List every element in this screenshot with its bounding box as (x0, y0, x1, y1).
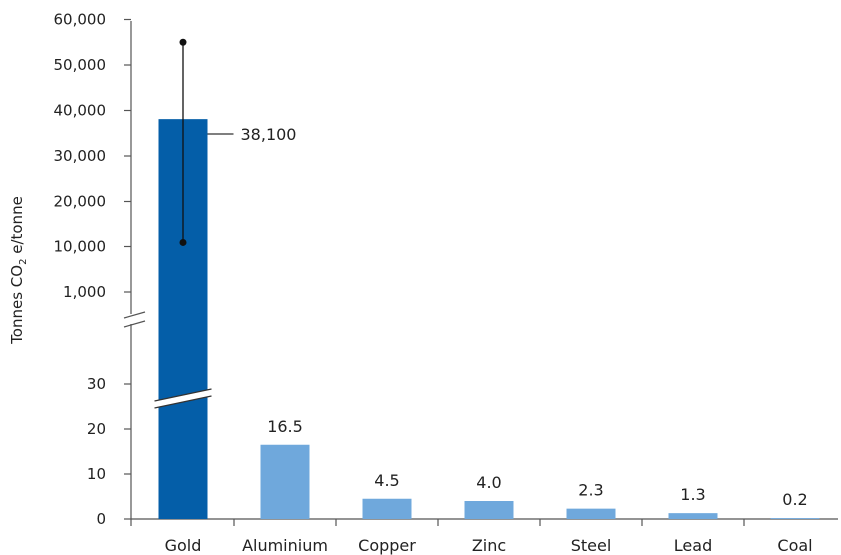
y-tick-label: 10 (87, 465, 106, 483)
value-label: 38,100 (241, 125, 297, 144)
x-tick-label: Zinc (472, 536, 506, 555)
y-tick-label: 60,000 (54, 11, 107, 29)
bar-break-line (154, 388, 212, 402)
x-tick-label: Copper (358, 536, 416, 555)
y-tick-label: 50,000 (54, 56, 107, 74)
x-tick-label: Gold (165, 536, 202, 555)
y-axis-label-suffix: e/tonne (8, 196, 26, 258)
y-tick-label: 30,000 (54, 147, 107, 165)
y-tick-label: 40,000 (54, 102, 107, 120)
value-label: 4.5 (374, 471, 399, 490)
y-tick-label: 20,000 (54, 193, 107, 211)
plot-area: 0 10 20 30 1,000 10,000 20,000 30,000 40,000 50,0… (54, 11, 838, 555)
x-tick-label: Lead (674, 536, 712, 555)
y-axis-label-subscript: 2 (18, 259, 29, 265)
bar-lead (668, 513, 718, 519)
x-tick-label: Coal (777, 536, 812, 555)
axis-break-mark-lower (123, 320, 146, 328)
bar-aluminium (260, 444, 310, 519)
x-tick-label: Steel (571, 536, 612, 555)
value-label: 4.0 (476, 473, 501, 492)
y-tick-label: 30 (87, 375, 106, 393)
bar-coal (770, 518, 820, 519)
y-tick-label: 20 (87, 420, 106, 438)
axis-break-mark-upper (123, 311, 146, 319)
bar-copper (362, 498, 412, 519)
bar-break-gap (154, 389, 212, 408)
error-bar-cap-high (179, 38, 187, 46)
value-label: 1.3 (680, 485, 705, 504)
x-tick-label: Aluminium (242, 536, 328, 555)
y-tick-label: 0 (96, 510, 106, 528)
y-axis-label: Tonnes CO2 e/tonne (8, 196, 29, 345)
y-tick-label: 10,000 (54, 238, 107, 256)
y-axis-label-prefix: Tonnes CO (8, 265, 26, 345)
y-tick-label: 1,000 (63, 283, 106, 301)
bar-zinc (464, 501, 514, 519)
bar-break-line (154, 395, 212, 409)
error-bar-cap-low (179, 238, 187, 246)
value-label: 16.5 (267, 417, 303, 436)
value-label: 2.3 (578, 481, 603, 500)
bar-steel (566, 508, 616, 519)
value-label: 0.2 (782, 490, 807, 509)
